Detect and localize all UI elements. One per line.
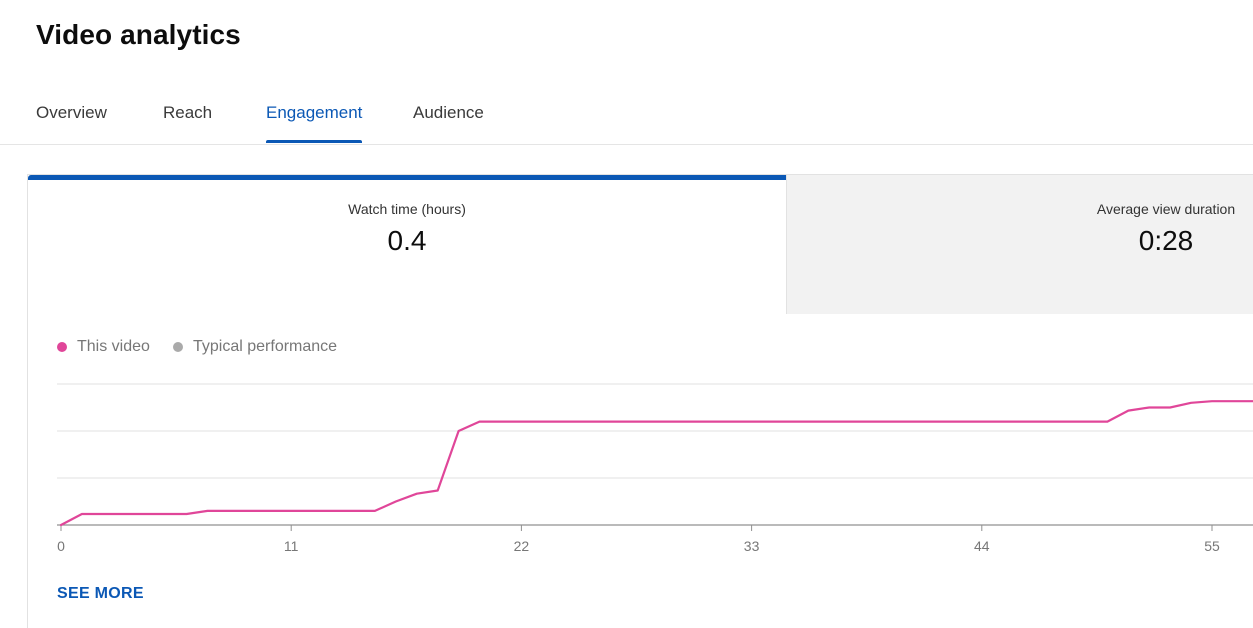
- legend-dot-this-video: [57, 342, 67, 352]
- analytics-card: Watch time (hours) 0.4 Average view dura…: [27, 174, 1253, 628]
- tab-engagement[interactable]: Engagement: [266, 90, 362, 143]
- tab-overview[interactable]: Overview: [36, 90, 108, 143]
- page-title: Video analytics: [36, 19, 241, 50]
- metric-label-average-view-duration: Average view duration: [1096, 201, 1236, 217]
- legend-dot-typical-performance: [173, 342, 183, 352]
- see-more-button[interactable]: SEE MORE: [57, 585, 144, 602]
- selected-metric-indicator: [28, 175, 786, 180]
- legend-label-typical-performance: Typical performance: [193, 338, 338, 355]
- tab-audience[interactable]: Audience: [413, 90, 485, 143]
- tab-reach[interactable]: Reach: [163, 90, 213, 143]
- metric-label-watch-time: Watch time (hours): [348, 201, 466, 217]
- metric-value-average-view-duration: 0:28: [1138, 225, 1194, 256]
- metric-card-average-view-duration[interactable]: Average view duration 0:28: [786, 175, 1253, 314]
- metric-card-watch-time[interactable]: Watch time (hours) 0.4: [28, 175, 786, 314]
- tab-bar: Overview Reach Engagement Audience: [0, 90, 1253, 145]
- tab-audience-label: Audience: [413, 103, 484, 122]
- tab-reach-label: Reach: [163, 103, 213, 122]
- legend-label-this-video: This video: [77, 338, 150, 355]
- metric-value-watch-time: 0.4: [387, 225, 427, 256]
- tab-engagement-label: Engagement: [266, 103, 363, 122]
- tab-overview-label: Overview: [36, 103, 107, 122]
- active-tab-indicator: [266, 140, 362, 143]
